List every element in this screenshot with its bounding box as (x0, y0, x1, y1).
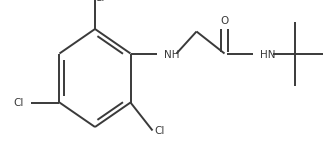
Text: NH: NH (164, 49, 179, 60)
Text: O: O (220, 16, 228, 26)
Text: Cl: Cl (154, 126, 165, 135)
Text: HN: HN (259, 49, 275, 60)
Text: Cl: Cl (95, 0, 105, 3)
Text: Cl: Cl (13, 97, 24, 108)
